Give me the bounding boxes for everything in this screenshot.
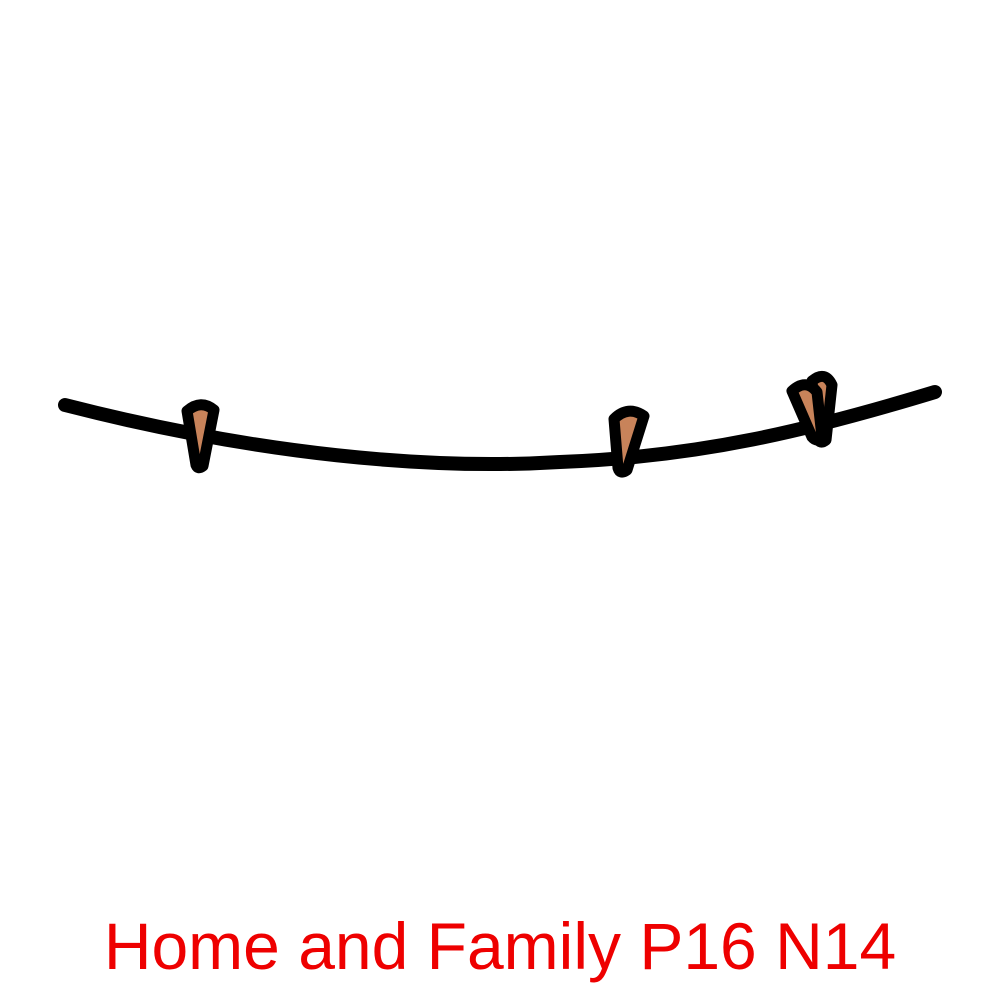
clothespin-icon — [181, 399, 220, 474]
clothespin-icon — [786, 379, 828, 446]
clothespin-icon — [608, 405, 650, 478]
caption-label: Home and Family P16 N14 — [103, 909, 897, 983]
